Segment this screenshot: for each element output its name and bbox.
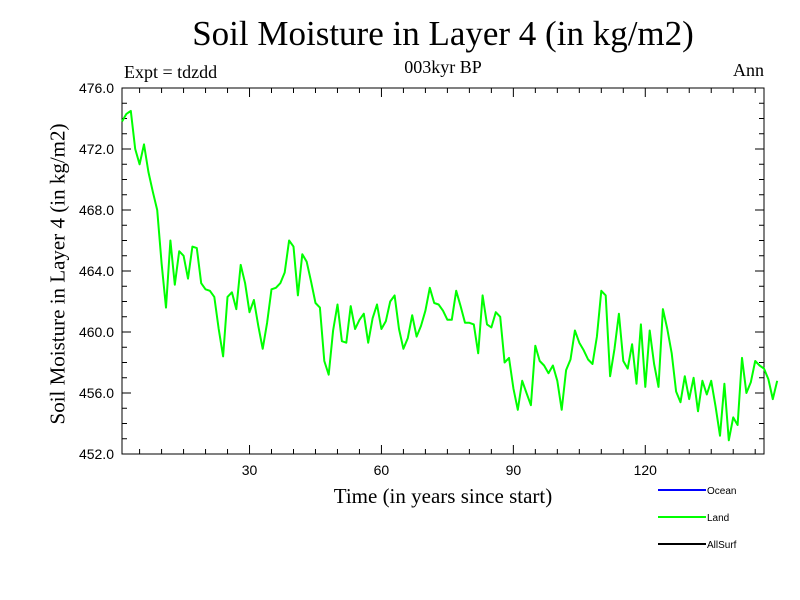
plot-frame [121, 87, 765, 455]
chart-subtitle: 003kyr BP [404, 57, 482, 77]
axis-ticks: 452.0 456.0 460.0 464.0 468.0 472.0 476.0 30 60 9… [79, 80, 764, 478]
series-line-land [121, 109, 779, 442]
x-axis-label: Time (in years since start) [333, 484, 553, 508]
x-tick-label: 120 [634, 462, 658, 478]
legend-label-land: Land [707, 513, 729, 524]
legend: Ocean Land AllSurf [658, 486, 737, 551]
x-tick-label: 60 [374, 462, 390, 478]
series-group [121, 109, 779, 442]
y-tick-label: 472.0 [79, 141, 114, 157]
y-tick-label: 464.0 [79, 263, 114, 279]
experiment-label: Expt = tdzdd [124, 62, 218, 82]
y-tick-label: 468.0 [79, 202, 114, 218]
x-tick-label: 30 [242, 462, 258, 478]
legend-label-allsurf: AllSurf [707, 540, 737, 551]
y-tick-label: 456.0 [79, 385, 114, 401]
y-tick-label: 460.0 [79, 324, 114, 340]
x-tick-label: 90 [506, 462, 522, 478]
chart-title: Soil Moisture in Layer 4 (in kg/m2) [192, 14, 694, 53]
y-tick-label: 452.0 [79, 446, 114, 462]
season-label: Ann [733, 60, 764, 80]
y-tick-label: 476.0 [79, 80, 114, 96]
legend-label-ocean: Ocean [707, 486, 736, 497]
